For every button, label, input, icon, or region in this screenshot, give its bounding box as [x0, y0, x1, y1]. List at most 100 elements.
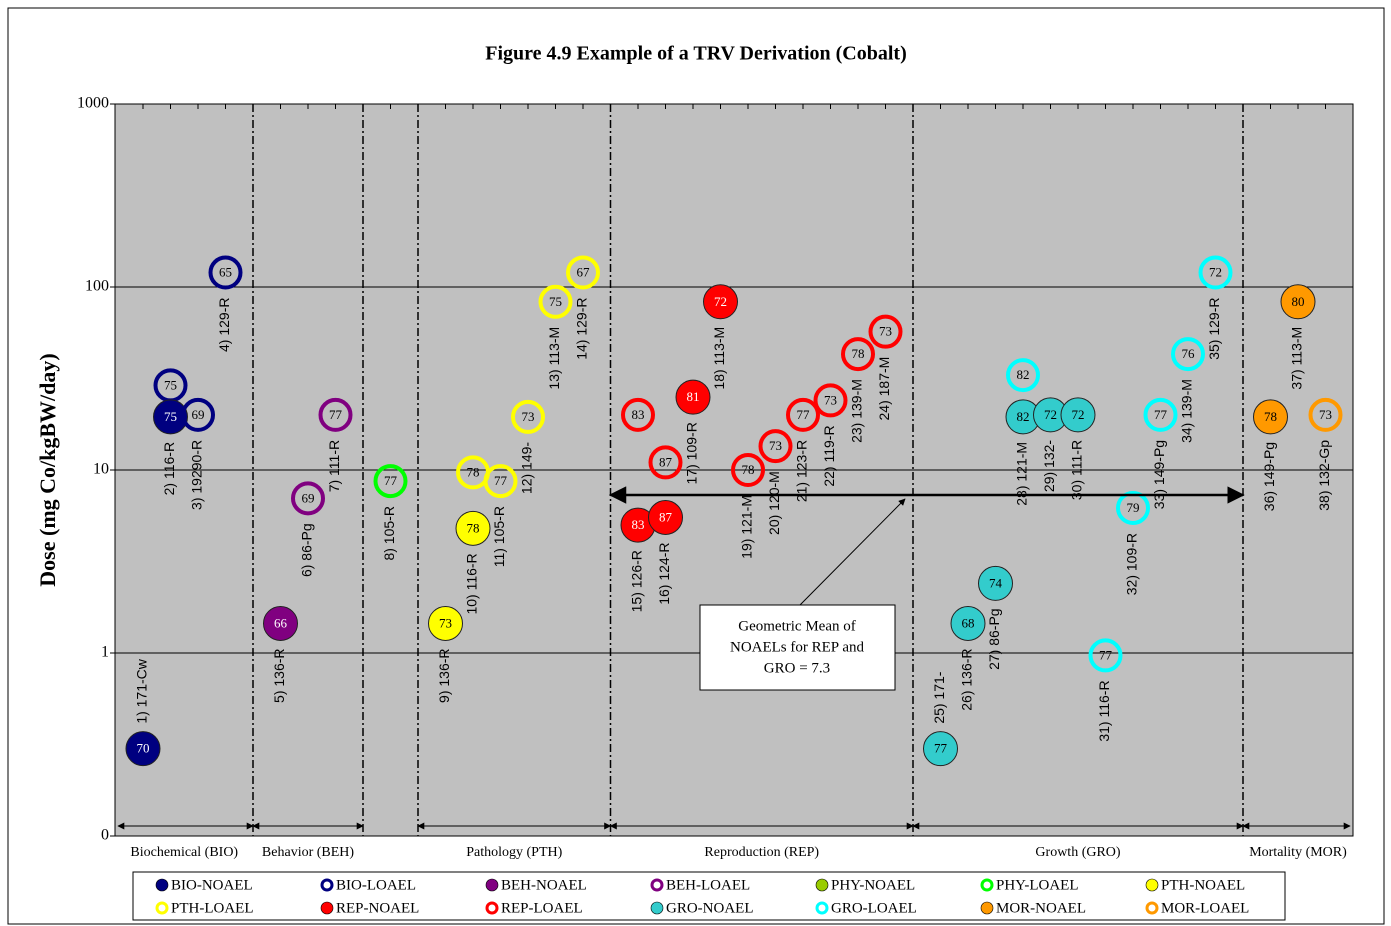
chart-title: Figure 4.9 Example of a TRV Derivation (… — [485, 43, 907, 65]
section-label: Behavior (BEH) — [262, 845, 354, 860]
study-label: 38) 132-Gp — [1316, 440, 1332, 511]
y-tick-label: 1000 — [77, 95, 109, 112]
annotation-text: Geometric Mean of — [738, 618, 855, 634]
noael-point — [1253, 399, 1288, 435]
study-label: 20) 120-M — [766, 471, 782, 535]
y-tick-label: 0 — [101, 827, 109, 844]
legend-label: PHY-LOAEL — [996, 877, 1079, 893]
noael-point — [428, 605, 463, 641]
legend-label: BIO-NOAEL — [171, 877, 253, 893]
score-label: 78 — [852, 346, 865, 361]
score-label: 73 — [824, 392, 837, 407]
study-label: 13) 113-M — [546, 327, 562, 390]
loael-point — [483, 464, 518, 499]
score-label: 72 — [1044, 407, 1057, 422]
loael-point — [566, 255, 600, 290]
study-label: 35) 129-R — [1206, 298, 1222, 360]
study-label: 9) 136-R — [436, 648, 452, 702]
noael-point — [978, 565, 1013, 601]
study-label: 37) 113-M — [1289, 327, 1305, 390]
study-label: 1) 171-Cw — [134, 658, 150, 723]
score-label: 77 — [1154, 407, 1168, 422]
score-label: 78 — [1264, 409, 1277, 424]
score-label: 73 — [769, 438, 782, 453]
noael-point — [125, 731, 161, 767]
legend-label: REP-NOAEL — [336, 900, 419, 916]
score-label: 69 — [192, 407, 205, 422]
legend-marker — [155, 901, 169, 915]
study-label: 27) 86-Pg — [986, 608, 1002, 669]
study-label: 31) 116-R — [1096, 680, 1112, 741]
annotation-box — [699, 604, 896, 691]
legend-marker — [1145, 878, 1159, 892]
study-label: 5) 136-R — [271, 648, 287, 702]
legend-label: GRO-LOAEL — [831, 900, 917, 916]
legend-label: BEH-NOAEL — [501, 877, 587, 893]
annotation-pointer — [799, 498, 906, 606]
score-label: 78 — [467, 520, 480, 535]
score-label: 72 — [1072, 407, 1085, 422]
score-label: 75 — [164, 409, 177, 424]
legend-label: BEH-LOAEL — [666, 877, 750, 893]
loael-point — [1088, 638, 1123, 673]
study-label: 14) 129-R — [574, 298, 590, 360]
study-label: 33) 149-Pg — [1151, 440, 1167, 509]
legend-marker — [980, 901, 994, 915]
study-label: 7) 111-R — [326, 440, 342, 492]
legend-marker — [155, 878, 169, 892]
loael-point — [538, 284, 573, 319]
legend-label: MOR-LOAEL — [1161, 900, 1249, 916]
score-label: 79 — [1127, 500, 1140, 515]
legend-marker — [650, 901, 664, 915]
y-tick-label: 1 — [101, 644, 109, 661]
noael-point — [263, 605, 298, 641]
noael-point — [923, 731, 958, 767]
legend-marker — [980, 878, 994, 892]
legend-label: BIO-LOAEL — [336, 877, 416, 893]
loael-point — [181, 397, 215, 432]
section-label: Mortality (MOR) — [1249, 845, 1347, 860]
study-label: 26) 136-R — [959, 648, 975, 710]
score-label: 82 — [1017, 409, 1030, 424]
study-label: 36) 149-Pg — [1261, 442, 1277, 511]
score-label: 78 — [467, 464, 480, 479]
study-label: 18) 113-M — [711, 327, 727, 390]
score-label: 77 — [384, 473, 398, 488]
legend-marker — [650, 878, 664, 892]
legend-label: GRO-NOAEL — [666, 900, 754, 916]
noael-point — [455, 510, 491, 546]
section-label: Reproduction (REP) — [704, 845, 819, 860]
loael-point — [813, 383, 848, 418]
noael-point — [1280, 284, 1316, 320]
legend-label: REP-LOAEL — [501, 900, 583, 916]
score-label: 73 — [522, 409, 535, 424]
score-label: 81 — [687, 389, 700, 404]
study-label: 17) 109-R — [684, 422, 700, 484]
study-label: 2) 116-R — [161, 442, 177, 495]
y-tick-label: 100 — [85, 278, 109, 295]
score-label: 87 — [659, 454, 673, 469]
loael-point — [786, 397, 820, 432]
loael-point — [841, 337, 875, 372]
study-label: 11) 105-R — [491, 506, 507, 567]
study-label: 32) 109-R — [1124, 533, 1140, 595]
score-label: 72 — [714, 294, 727, 309]
study-label: 19) 121-M — [739, 495, 755, 559]
score-label: 67 — [577, 264, 591, 279]
study-label: 15) 126-R — [629, 550, 645, 612]
score-label: 75 — [164, 377, 177, 392]
score-label: 69 — [302, 490, 315, 505]
noael-point — [1060, 397, 1096, 433]
loael-point — [1198, 255, 1233, 290]
score-label: 68 — [962, 615, 975, 630]
legend-marker — [815, 901, 829, 915]
score-label: 75 — [549, 294, 562, 309]
score-label: 80 — [1292, 294, 1305, 309]
study-label: 25) 171- — [931, 671, 947, 723]
score-label: 78 — [742, 462, 755, 477]
study-label: 6) 86-Pg — [299, 523, 315, 577]
loael-point — [1171, 337, 1205, 372]
loael-point — [208, 255, 243, 290]
legend-marker — [485, 901, 499, 915]
